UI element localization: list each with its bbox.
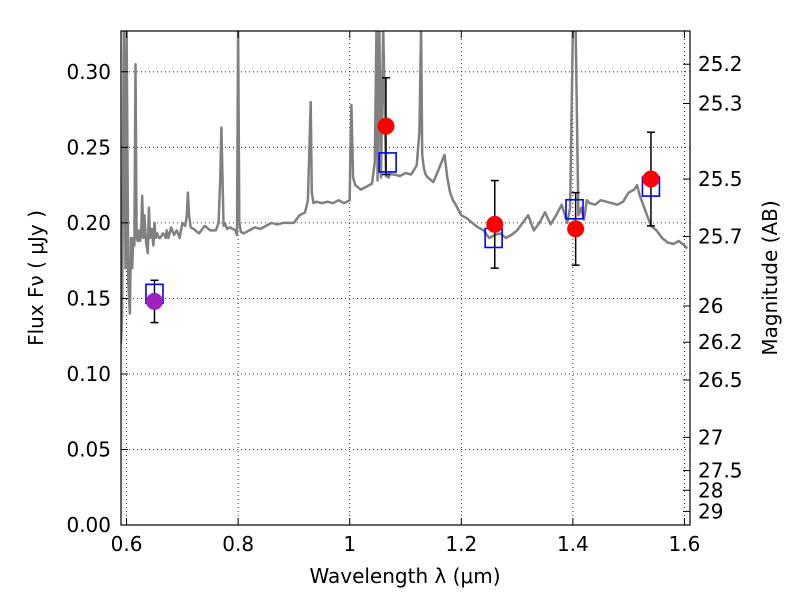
model-point xyxy=(378,152,397,173)
y2-axis-label: Magnitude (AB) xyxy=(758,200,782,355)
plot-frame xyxy=(120,30,691,526)
x-axis-label: Wavelength λ (μm) xyxy=(309,564,500,588)
x-tick-label: 1.6 xyxy=(669,532,701,556)
y-tick-label: 0.10 xyxy=(66,362,111,386)
y2-tick-label: 27.5 xyxy=(698,459,743,483)
y-axis-label: Flux Fν ( μJy ) xyxy=(24,210,48,346)
y-tick-label: 0.20 xyxy=(66,211,111,235)
x-tick-label: 0.8 xyxy=(222,532,254,556)
x-tick-label: 0.6 xyxy=(111,532,143,556)
y-axis-ticks: 0.00 0.05 0.10 0.15 0.20 0.25 0.30 xyxy=(66,60,128,537)
model-spectrum-series xyxy=(121,31,689,344)
observed-point xyxy=(145,292,163,310)
y2-tick-label: 29 xyxy=(698,499,723,523)
model-spectrum-line xyxy=(121,31,689,344)
y-tick-label: 0.30 xyxy=(66,60,111,84)
model-point xyxy=(565,198,584,220)
y2-tick-label: 25.3 xyxy=(698,92,743,116)
y2-tick-label: 26.5 xyxy=(698,368,743,392)
observed-point xyxy=(567,220,585,238)
y2-tick-label: 27 xyxy=(698,425,723,449)
observed-point xyxy=(486,215,504,233)
observed-point xyxy=(642,170,660,188)
x-tick-label: 1.2 xyxy=(445,532,477,556)
y2-tick-label: 25.7 xyxy=(698,224,743,248)
observed-photometry-series xyxy=(145,117,660,310)
grid-lines xyxy=(121,31,690,526)
y-tick-label: 0.15 xyxy=(66,286,111,310)
y2-tick-label: 26.2 xyxy=(698,330,743,354)
x-tick-label: 1 xyxy=(343,532,356,556)
y-tick-label: 0.00 xyxy=(66,513,111,537)
y2-tick-label: 28 xyxy=(698,478,723,502)
y-tick-label: 0.25 xyxy=(66,135,111,159)
y2-tick-label: 26 xyxy=(698,294,723,318)
observed-point xyxy=(377,117,395,135)
x-axis-ticks: 0.6 0.8 1 1.2 1.4 1.6 xyxy=(111,31,701,556)
x-tick-label: 1.4 xyxy=(557,532,589,556)
y2-tick-label: 25.2 xyxy=(698,52,743,76)
y2-tick-label: 25.5 xyxy=(698,167,743,191)
y-tick-label: 0.05 xyxy=(66,437,111,461)
